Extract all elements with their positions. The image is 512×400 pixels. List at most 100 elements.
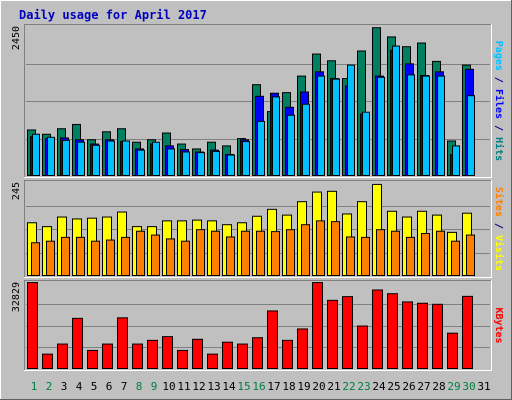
sites-bar-day-6	[106, 239, 115, 277]
pages-bar-day-17	[272, 96, 280, 176]
pages-bar-day-16	[257, 120, 265, 176]
pages-bar-day-2	[47, 136, 55, 177]
legend-part-1: Pages	[493, 41, 504, 71]
pages-bar-day-13	[212, 150, 220, 177]
sites-bar-day-17	[271, 231, 280, 276]
sites-bar-day-18	[286, 229, 295, 276]
pages-bar-day-7	[122, 140, 130, 176]
panel-hits-files-pages: 2450 Pages / Files / Hits	[11, 24, 505, 178]
x-tick-label-day-25: 25	[387, 380, 400, 393]
x-tick-label-day-17: 17	[267, 380, 280, 393]
pages-bar-day-8	[137, 149, 145, 176]
x-tick-label-day-23: 23	[357, 380, 370, 393]
x-tick-label-day-2: 2	[46, 380, 53, 393]
x-tick-label-day-22: 22	[342, 380, 355, 393]
kbytes-bar-day-1	[27, 282, 38, 369]
kbytes-bar-day-10	[162, 336, 173, 370]
sites-bar-day-12	[196, 229, 205, 276]
sites-bar-day-7	[121, 236, 130, 277]
chart-title: Daily usage for April 2017	[19, 8, 207, 22]
sites-bar-day-24	[376, 229, 385, 276]
pages-bar-day-10	[167, 148, 175, 176]
x-tick-label-day-24: 24	[372, 380, 386, 393]
pages-bar-day-28	[437, 75, 445, 176]
pages-bar-day-9	[152, 141, 160, 176]
sites-bar-day-25	[391, 230, 400, 276]
legend-part-3: Files	[493, 89, 505, 119]
kbytes-bar-day-2	[42, 353, 53, 370]
x-tick-label-day-7: 7	[121, 380, 128, 393]
x-tick-label-day-3: 3	[61, 380, 68, 393]
legend-part-5: Hits	[493, 137, 505, 161]
pages-bar-day-19	[302, 103, 310, 176]
legend-part-1: Sites	[493, 187, 505, 217]
legend-part-3: Visits	[493, 235, 505, 271]
y-max-label: 2450	[11, 26, 22, 50]
sites-bar-day-21	[331, 221, 340, 276]
sites-bar-day-28	[436, 230, 445, 276]
pages-bar-day-5	[92, 144, 100, 177]
x-tick-label-day-16: 16	[252, 380, 265, 393]
kbytes-bar-day-4	[72, 317, 83, 369]
kbytes-bar-day-11	[177, 349, 188, 370]
kbytes-bar-day-20	[312, 282, 323, 369]
sites-bar-day-4	[76, 236, 85, 277]
series-legend-label: KBytes	[493, 307, 504, 343]
x-tick-label-day-28: 28	[432, 380, 445, 393]
kbytes-bar-day-29	[447, 332, 458, 370]
x-tick-label-day-6: 6	[106, 380, 113, 393]
x-tick-label-day-11: 11	[177, 380, 190, 393]
sites-bar-day-2	[46, 240, 55, 276]
x-tick-label-day-18: 18	[282, 380, 295, 393]
kbytes-bar-day-26	[402, 301, 413, 369]
kbytes-bar-day-30	[462, 295, 473, 370]
chart-panels: 2450 Pages / Files / Hits 245 Sites / Visit…	[11, 24, 505, 371]
x-tick-label-day-8: 8	[136, 380, 143, 393]
sites-bar-day-19	[301, 224, 310, 277]
pages-bar-day-14	[227, 154, 235, 176]
x-tick-label-day-12: 12	[192, 380, 205, 393]
x-tick-label-day-21: 21	[327, 380, 340, 393]
kbytes-bar-day-24	[372, 289, 383, 370]
sites-bar-day-23	[361, 236, 370, 277]
sites-bar-day-16	[256, 230, 265, 276]
kbytes-bar-day-15	[237, 343, 248, 370]
pages-bar-day-1	[32, 133, 40, 176]
kbytes-bar-day-22	[342, 296, 353, 370]
sites-bar-day-1	[31, 242, 40, 277]
sites-bar-day-30	[466, 234, 475, 276]
pages-bar-day-6	[107, 140, 115, 176]
x-tick-label-day-1: 1	[31, 380, 38, 393]
kbytes-bar-day-8	[132, 343, 143, 370]
y-max-label: 245	[11, 182, 22, 200]
x-tick-label-day-30: 30	[462, 380, 475, 393]
pages-bar-day-11	[182, 151, 190, 177]
kbytes-bar-day-16	[252, 337, 263, 370]
pages-bar-day-20	[317, 75, 325, 176]
pages-bar-day-18	[287, 114, 295, 177]
legend-part-4: /	[493, 119, 504, 137]
pages-bar-day-23	[362, 111, 370, 176]
x-tick-label-day-29: 29	[447, 380, 460, 393]
x-tick-label-day-4: 4	[76, 380, 83, 393]
kbytes-bar-day-3	[57, 343, 68, 370]
pages-bar-day-30	[467, 95, 475, 176]
sites-bar-day-3	[61, 236, 70, 277]
legend-part-1: KBytes	[493, 307, 504, 343]
panel-kbytes: 32829 KBytes	[11, 280, 504, 371]
kbytes-bar-day-13	[207, 353, 218, 370]
x-tick-label-day-26: 26	[402, 380, 415, 393]
kbytes-bar-day-21	[327, 299, 338, 369]
kbytes-bar-day-6	[102, 343, 113, 370]
x-tick-label-day-27: 27	[417, 380, 430, 393]
sites-bar-day-22	[346, 236, 355, 276]
pages-bar-day-21	[332, 78, 340, 176]
kbytes-bar-day-27	[417, 302, 428, 369]
kbytes-bar-day-17	[267, 310, 278, 370]
series-legend-label: Sites / Visits	[493, 187, 505, 271]
kbytes-bar-day-7	[117, 317, 128, 369]
kbytes-bar-day-28	[432, 303, 443, 370]
legend-part-2: /	[493, 217, 504, 235]
